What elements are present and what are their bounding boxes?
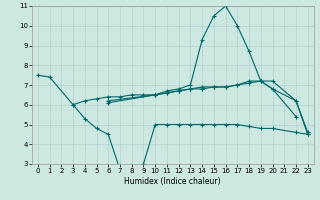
- X-axis label: Humidex (Indice chaleur): Humidex (Indice chaleur): [124, 177, 221, 186]
